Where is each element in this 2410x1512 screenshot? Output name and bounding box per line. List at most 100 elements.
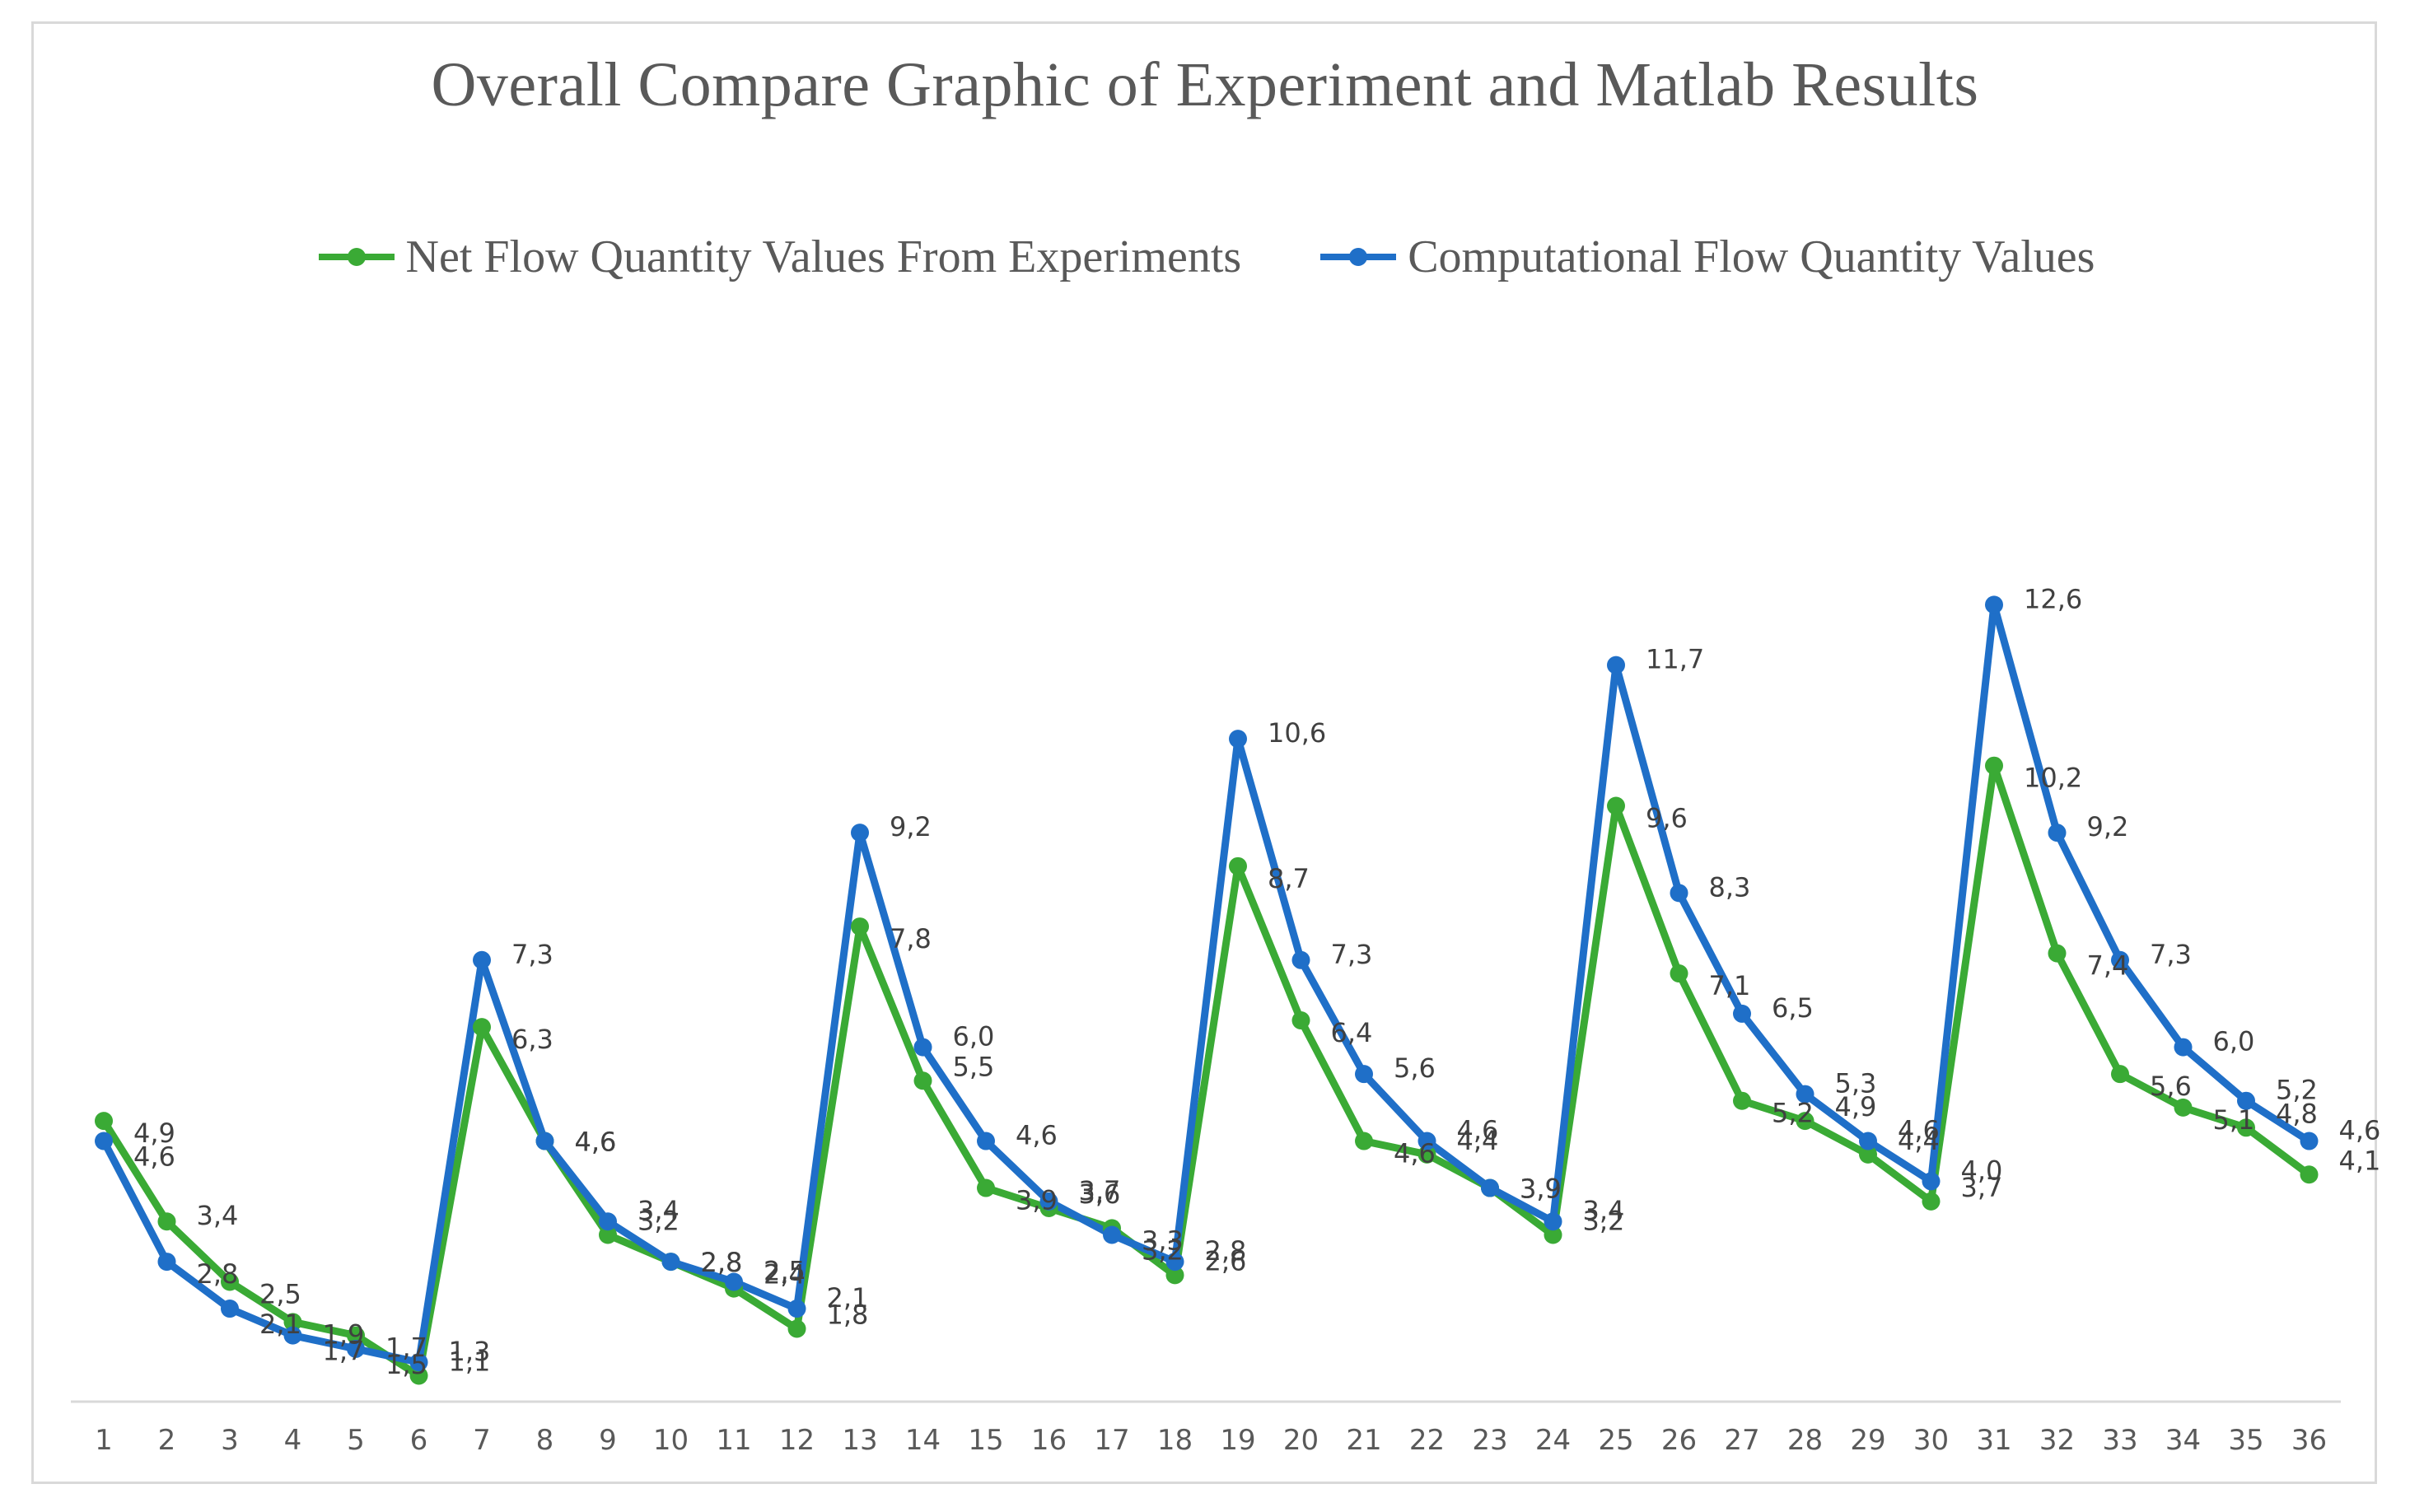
data-label-computational: 6,0	[2213, 1026, 2255, 1057]
data-point-computational	[661, 1253, 680, 1272]
x-tick-label: 36	[2291, 1424, 2327, 1457]
data-label-experiments: 7,1	[1709, 970, 1751, 1001]
data-point-experiments	[473, 1018, 491, 1037]
data-label-experiments: 4,9	[1835, 1091, 1877, 1122]
x-tick-label: 14	[905, 1424, 941, 1457]
data-label-computational: 4,0	[1961, 1155, 2003, 1186]
data-label-computational: 5,2	[2276, 1075, 2318, 1106]
data-label-experiments: 5,1	[2213, 1104, 2255, 1136]
data-label-computational: 4,6	[1457, 1115, 1499, 1146]
data-label-computational: 1,5	[385, 1349, 427, 1380]
data-label-experiments: 4,8	[2276, 1098, 2318, 1129]
data-point-computational	[725, 1272, 743, 1291]
data-label-computational: 8,3	[1709, 871, 1751, 903]
data-point-computational	[2111, 950, 2129, 969]
data-label-computational: 3,4	[1583, 1195, 1625, 1226]
x-tick-label: 21	[1346, 1424, 1381, 1457]
data-label-experiments: 6,3	[511, 1024, 553, 1055]
x-tick-label: 25	[1598, 1424, 1633, 1457]
data-label-computational: 7,3	[511, 939, 553, 970]
data-point-experiments	[1670, 964, 1688, 983]
data-point-experiments	[1544, 1225, 1562, 1244]
data-point-experiments	[1796, 1112, 1815, 1131]
data-point-computational	[913, 1038, 932, 1057]
data-point-computational	[347, 1339, 365, 1358]
data-point-computational	[851, 824, 869, 842]
data-point-experiments	[1229, 856, 1247, 875]
data-label-experiments: 2,8	[701, 1247, 743, 1278]
data-label-experiments: 3,4	[197, 1200, 239, 1231]
x-tick-label: 30	[1913, 1424, 1949, 1457]
data-label-experiments: 4,6	[575, 1127, 617, 1158]
data-point-computational	[1481, 1178, 1499, 1197]
x-tick-label: 17	[1094, 1424, 1129, 1457]
data-point-experiments	[599, 1225, 617, 1244]
data-label-experiments: 3,7	[1961, 1172, 2003, 1203]
data-point-computational	[1165, 1253, 1184, 1272]
data-label-computational: 2,8	[197, 1258, 239, 1290]
data-point-computational	[95, 1132, 113, 1150]
data-label-computational: 3,7	[1079, 1175, 1121, 1206]
data-label-computational: 6,5	[1772, 992, 1814, 1024]
x-tick-label: 1	[95, 1424, 113, 1457]
x-tick-label: 6	[410, 1424, 428, 1457]
x-tick-label: 27	[1724, 1424, 1759, 1457]
x-tick-label: 33	[2102, 1424, 2137, 1457]
x-tick-label: 7	[473, 1424, 491, 1457]
data-label-experiments: 4,6	[1394, 1138, 1436, 1169]
data-point-computational	[977, 1132, 995, 1150]
data-point-experiments	[347, 1326, 365, 1345]
data-label-computational: 4,6	[1016, 1120, 1058, 1151]
data-label-experiments: 3,9	[1016, 1185, 1058, 1216]
data-label-experiments: 3,3	[1142, 1225, 1184, 1256]
x-tick-label: 24	[1535, 1424, 1571, 1457]
x-tick-label: 5	[347, 1424, 365, 1457]
data-point-computational	[1418, 1132, 1436, 1150]
x-tick-label: 20	[1283, 1424, 1319, 1457]
data-point-computational	[2300, 1132, 2319, 1150]
x-tick-label: 35	[2228, 1424, 2263, 1457]
data-label-experiments: 3,6	[1079, 1178, 1121, 1210]
data-label-experiments: 2,6	[1205, 1245, 1247, 1276]
x-tick-label: 9	[599, 1424, 617, 1457]
data-label-computational: 12,6	[2024, 583, 2082, 614]
legend-marker-experiments	[318, 248, 395, 266]
data-point-experiments	[1355, 1132, 1373, 1150]
data-label-experiments: 5,6	[2150, 1071, 2192, 1102]
data-point-computational	[1039, 1192, 1058, 1211]
data-label-experiments: 3,2	[1583, 1206, 1625, 1237]
x-tick-label: 32	[2039, 1424, 2075, 1457]
data-point-experiments	[2300, 1165, 2319, 1184]
data-label-computational: 11,7	[1646, 644, 1704, 675]
x-tick-label: 16	[1031, 1424, 1067, 1457]
data-point-computational	[1670, 884, 1688, 903]
series-line-experiments	[100, 762, 2313, 1379]
data-label-computational: 1,7	[323, 1336, 365, 1367]
data-label-computational: 3,4	[638, 1195, 680, 1226]
x-tick-label: 22	[1409, 1424, 1445, 1457]
data-point-computational	[1859, 1132, 1877, 1150]
x-tick-label: 4	[284, 1424, 302, 1457]
data-label-experiments: 2,5	[259, 1279, 301, 1310]
x-tick-label: 18	[1157, 1424, 1193, 1457]
data-label-experiments: 7,8	[890, 923, 932, 954]
data-point-computational	[1355, 1065, 1373, 1084]
data-point-experiments	[283, 1313, 302, 1332]
x-tick-label: 10	[653, 1424, 689, 1457]
data-point-computational	[599, 1212, 617, 1231]
data-label-computational: 3,2	[1142, 1235, 1184, 1267]
data-label-computational: 7,3	[1331, 939, 1373, 970]
data-point-computational	[1733, 1004, 1751, 1023]
data-label-experiments: 9,6	[1646, 803, 1688, 834]
data-point-computational	[221, 1300, 239, 1318]
data-label-experiments: 7,4	[2087, 950, 2129, 982]
data-label-experiments: 1,1	[449, 1346, 491, 1377]
chart-frame	[31, 21, 2377, 1484]
data-point-experiments	[977, 1178, 995, 1197]
data-point-experiments	[1291, 1011, 1310, 1030]
data-point-experiments	[1165, 1266, 1184, 1285]
data-point-computational	[535, 1132, 554, 1150]
chart-legend: Net Flow Quantity Values From Experiment…	[0, 231, 2410, 283]
data-label-computational: 1,3	[449, 1336, 491, 1367]
